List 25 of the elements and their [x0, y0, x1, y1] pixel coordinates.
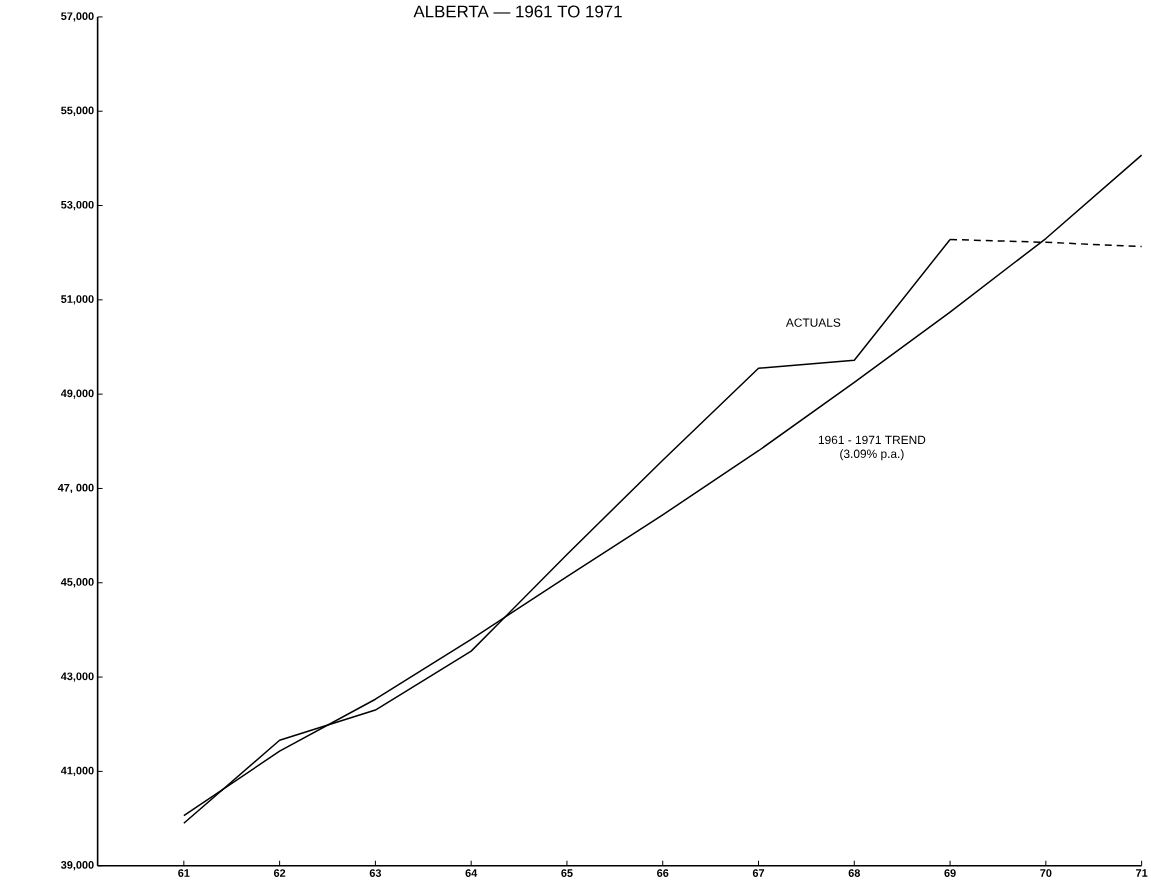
x-tick-label: 62 [273, 869, 286, 878]
x-tick-label: 65 [561, 869, 573, 878]
y-tick-label: 43,000 [60, 672, 94, 682]
y-tick-label: 53,000 [61, 201, 94, 211]
x-tick-label: 70 [1040, 869, 1052, 878]
x-tick-label: 61 [178, 869, 190, 878]
y-tick-label: 49,000 [60, 389, 94, 400]
x-tick-label: 66 [657, 869, 669, 878]
text: ACTUALS [785, 318, 841, 327]
series-label: 1961 - 1971 TREND [818, 435, 926, 445]
y-tick-label: 57,000 [61, 12, 94, 22]
y-tick-label: 41,000 [60, 766, 94, 777]
y-tick-label: 45,000 [60, 578, 94, 588]
x-tick-label: 64 [465, 869, 478, 878]
x-tick-label: 68 [848, 869, 861, 878]
y-tick-label: 47, 000 [57, 484, 94, 494]
y-tick-label: 51,000 [61, 295, 94, 305]
chart-title: ALBERTA — 1961 TO 1971 [413, 5, 622, 18]
y-tick-label: 39,000 [60, 861, 94, 871]
annotation: (3.09% p.a.) [840, 449, 904, 461]
x-tick-label: 71 [1136, 869, 1148, 877]
y-tick-label: 55,000 [61, 106, 94, 117]
x-tick-label: 69 [944, 869, 956, 878]
x-tick-label: 67 [752, 869, 765, 878]
x-tick-label: 63 [369, 869, 382, 878]
